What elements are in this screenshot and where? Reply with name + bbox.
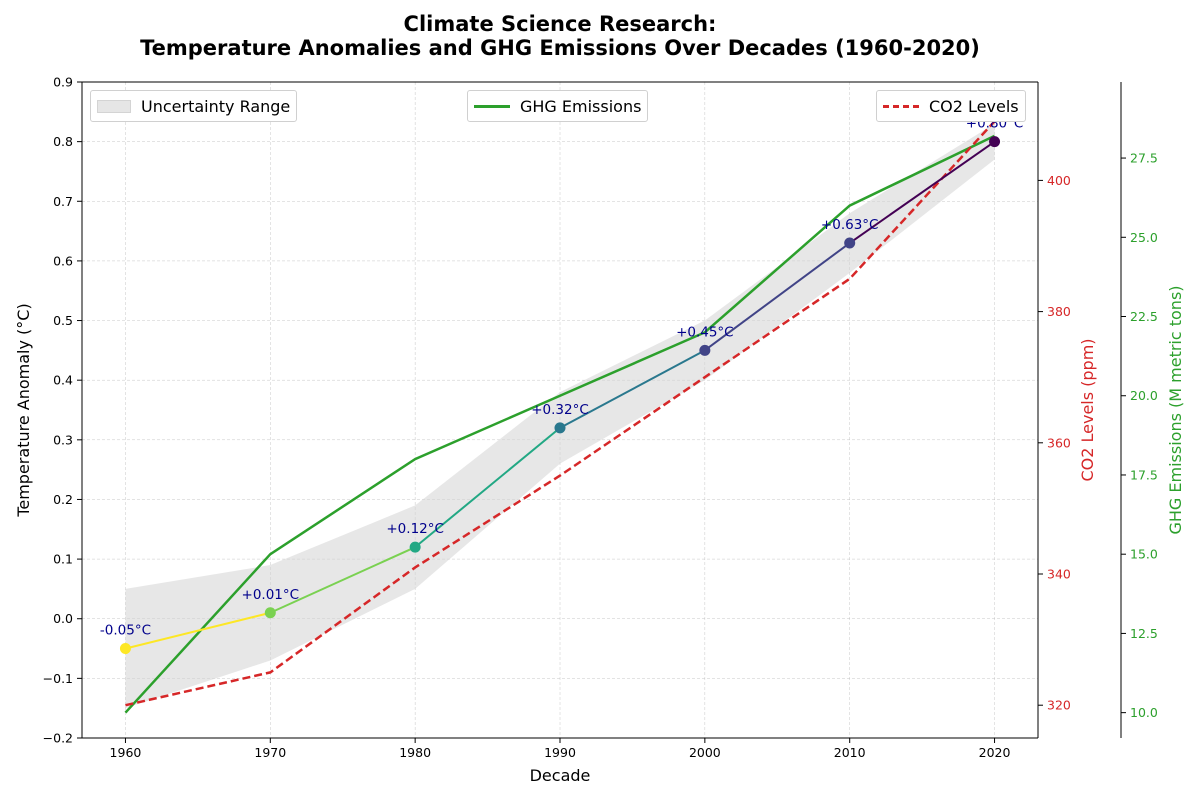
co2-levels-line	[125, 120, 996, 707]
legend-ghg: GHG Emissions	[467, 90, 649, 122]
ghg-emissions-line	[124, 134, 996, 714]
y3-tick-label: 27.5	[1130, 151, 1158, 166]
y-tick-label: 0.7	[53, 194, 73, 209]
y-tick-label: 0.8	[53, 134, 73, 149]
data-point-layer	[119, 136, 1001, 655]
chart-title: Climate Science Research:	[403, 12, 717, 36]
y-tick-label: −0.2	[43, 731, 73, 746]
temperature-point	[844, 237, 856, 249]
temperature-point	[119, 643, 131, 655]
y3-tick-label: 25.0	[1130, 230, 1158, 245]
y3-tick-label: 15.0	[1130, 547, 1158, 562]
legend-uncertainty-label: Uncertainty Range	[141, 96, 291, 116]
temperature-data-label: +0.45°C	[676, 324, 734, 340]
temperature-point	[699, 344, 711, 356]
y3-tick-label: 10.0	[1130, 705, 1158, 720]
temperature-point	[409, 541, 421, 553]
temperature-line-segment	[849, 140, 996, 244]
y2-tick-label: 400	[1047, 173, 1071, 188]
y-tick-label: 0.3	[53, 432, 73, 447]
y-tick-label: −0.1	[43, 671, 73, 686]
temperature-point	[264, 607, 276, 619]
legend-green-line-swatch	[474, 104, 510, 108]
y3-tick-label: 12.5	[1130, 626, 1158, 641]
y-tick-label: 0.2	[53, 492, 73, 507]
legend-uncertainty: Uncertainty Range	[90, 90, 298, 122]
legend-co2-label: CO2 Levels	[929, 96, 1019, 116]
x-axis-label: Decade	[530, 766, 591, 785]
y-tick-label: 0.9	[53, 75, 73, 90]
legend-ghg-label: GHG Emissions	[520, 96, 642, 116]
x-tick-label: 1970	[254, 745, 286, 760]
y2-tick-label: 380	[1047, 304, 1071, 319]
y3-tick-label: 17.5	[1130, 467, 1158, 482]
x-tick-label: 1960	[110, 745, 142, 760]
legend-red-dash-swatch	[883, 104, 919, 108]
y-tick-label: 0.6	[53, 253, 73, 268]
y2-axis-label: CO2 Levels (ppm)	[1078, 338, 1097, 481]
axis-layer: 1960 1970 1980 1990 2000 2010 2020 −0.2 −0.1 0.0 0…	[43, 75, 1158, 761]
chart-subtitle: Temperature Anomalies and GHG Emissions …	[140, 36, 980, 60]
x-tick-label: 2010	[834, 745, 866, 760]
temperature-line-segment	[559, 349, 706, 429]
y3-axis-label: GHG Emissions (M metric tons)	[1166, 285, 1185, 534]
y2-tick-label: 340	[1047, 567, 1071, 582]
temperature-data-label: +0.01°C	[242, 587, 300, 603]
y-tick-label: 0.0	[53, 611, 73, 626]
y3-tick-label: 20.0	[1130, 388, 1158, 403]
y-tick-label: 0.5	[53, 313, 73, 328]
temperature-line-segment	[414, 427, 561, 548]
x-tick-label: 1990	[544, 745, 576, 760]
temperature-point	[989, 136, 1001, 148]
temperature-line-segment	[704, 242, 851, 352]
y-axis-label: Temperature Anomaly (°C)	[14, 303, 33, 517]
temperature-data-label: +0.12°C	[386, 521, 444, 537]
y2-tick-label: 320	[1047, 698, 1071, 713]
series-line-layer	[124, 120, 996, 714]
y2-tick-label: 360	[1047, 435, 1071, 450]
y-tick-label: 0.4	[53, 373, 73, 388]
temperature-data-label: +0.63°C	[821, 217, 879, 233]
x-tick-label: 2000	[689, 745, 721, 760]
x-tick-label: 1980	[399, 745, 431, 760]
y3-tick-label: 22.5	[1130, 309, 1158, 324]
temperature-point	[554, 422, 566, 434]
x-tick-label: 2020	[979, 745, 1011, 760]
legend-co2: CO2 Levels	[876, 90, 1026, 122]
temperature-line-segment	[269, 546, 416, 614]
y-tick-label: 0.1	[53, 552, 73, 567]
temperature-data-label: -0.05°C	[100, 623, 151, 639]
legend-band-swatch	[97, 99, 131, 113]
temperature-data-label: +0.32°C	[531, 402, 589, 418]
temperature-line-segment	[125, 611, 271, 650]
